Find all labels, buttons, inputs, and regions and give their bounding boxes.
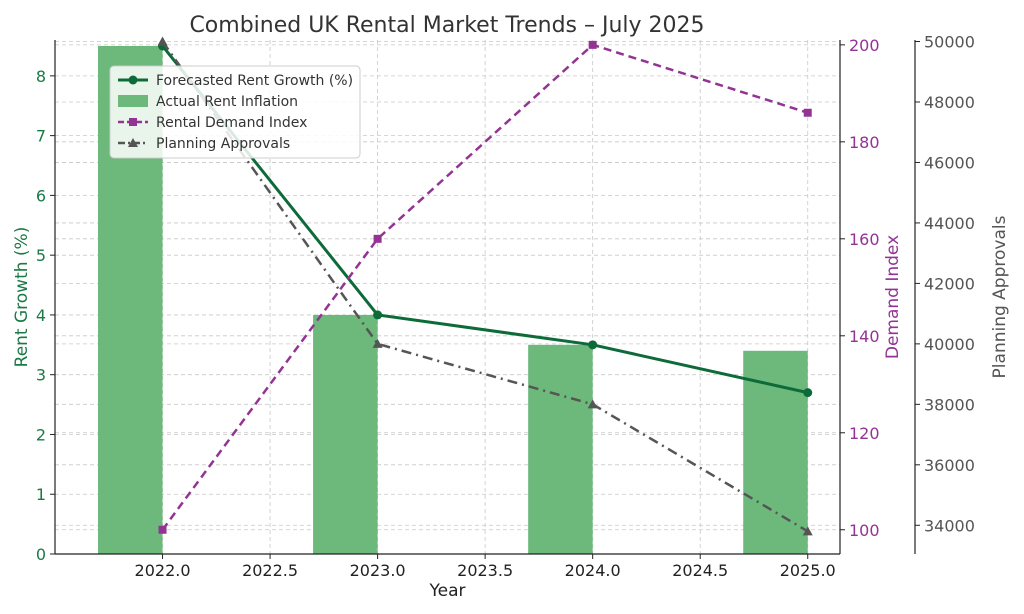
axes: 2022.0 2022.5 2023.0 2023.5 2024.0 2024.5 2025… bbox=[12, 33, 1010, 601]
demand-y-axis-label: Demand Index bbox=[883, 235, 903, 359]
left-y-tick-label: 0 bbox=[36, 545, 46, 564]
approvals-y-tick-label: 48000 bbox=[924, 93, 975, 112]
point-marker bbox=[587, 399, 598, 409]
point-marker bbox=[373, 310, 383, 320]
left-y-tick-label: 8 bbox=[36, 67, 46, 86]
point-marker bbox=[158, 525, 167, 534]
point-marker bbox=[129, 118, 137, 126]
point-marker bbox=[128, 138, 138, 147]
point-marker bbox=[802, 526, 813, 536]
point-marker bbox=[588, 340, 598, 350]
approvals-y-axis-label: Planning Approvals bbox=[990, 215, 1010, 378]
point-marker bbox=[803, 388, 813, 398]
point-marker bbox=[803, 108, 812, 117]
point-marker bbox=[372, 338, 383, 348]
approvals-y-tick-label: 40000 bbox=[924, 335, 975, 354]
approvals-y-tick-label: 50000 bbox=[924, 33, 975, 52]
x-tick-label: 2024.5 bbox=[672, 561, 728, 580]
x-axis-label: Year bbox=[429, 581, 466, 601]
legend-label: Planning Approvals bbox=[156, 136, 290, 152]
point-marker bbox=[128, 75, 138, 85]
point-marker bbox=[588, 40, 597, 49]
series-lines bbox=[157, 36, 813, 536]
approvals-y-tick-label: 34000 bbox=[924, 516, 975, 535]
approvals-y-tick-label: 36000 bbox=[924, 456, 975, 475]
legend: Forecasted Rent Growth (%) Actual Rent In… bbox=[109, 65, 361, 159]
x-tick-label: 2022.5 bbox=[242, 561, 298, 580]
demand-y-tick-label: 160 bbox=[849, 230, 880, 249]
left-y-tick-label: 7 bbox=[36, 127, 46, 146]
approvals-y-tick-label: 44000 bbox=[924, 214, 975, 233]
approvals-y-tick-label: 38000 bbox=[924, 395, 975, 414]
approvals-y-tick-label: 42000 bbox=[924, 274, 975, 293]
demand-y-tick-label: 140 bbox=[849, 327, 880, 346]
legend-box bbox=[109, 65, 361, 159]
chart-title: Combined UK Rental Market Trends – July … bbox=[189, 13, 704, 38]
approvals-y-tick-label: 46000 bbox=[924, 153, 975, 172]
demand-y-tick-label: 200 bbox=[849, 36, 880, 55]
legend-label: Actual Rent Inflation bbox=[156, 94, 298, 110]
left-y-tick-label: 2 bbox=[36, 425, 46, 444]
series-line bbox=[161, 45, 809, 395]
x-tick-label: 2023.5 bbox=[457, 561, 513, 580]
left-y-tick-label: 3 bbox=[36, 366, 46, 385]
legend-label: Rental Demand Index bbox=[156, 115, 307, 131]
left-y-tick-label: 1 bbox=[36, 485, 46, 504]
left-y-axis-label: Rent Growth (%) bbox=[12, 227, 32, 368]
x-tick-label: 2022.0 bbox=[135, 561, 191, 580]
x-tick-label: 2023.0 bbox=[350, 561, 406, 580]
series-line bbox=[161, 40, 809, 533]
demand-y-tick-label: 180 bbox=[849, 133, 880, 152]
demand-y-tick-label: 120 bbox=[849, 424, 880, 443]
legend-label: Forecasted Rent Growth (%) bbox=[156, 73, 353, 89]
left-y-tick-label: 6 bbox=[36, 186, 46, 205]
left-y-tick-label: 5 bbox=[36, 246, 46, 265]
demand-y-tick-label: 100 bbox=[849, 521, 880, 540]
left-y-tick-label: 4 bbox=[36, 306, 46, 325]
legend-swatch bbox=[118, 95, 148, 107]
bar bbox=[313, 314, 378, 554]
x-tick-label: 2025.0 bbox=[780, 561, 836, 580]
point-marker bbox=[373, 234, 382, 243]
bar bbox=[528, 344, 593, 554]
x-tick-label: 2024.0 bbox=[565, 561, 621, 580]
point-marker bbox=[157, 36, 168, 46]
